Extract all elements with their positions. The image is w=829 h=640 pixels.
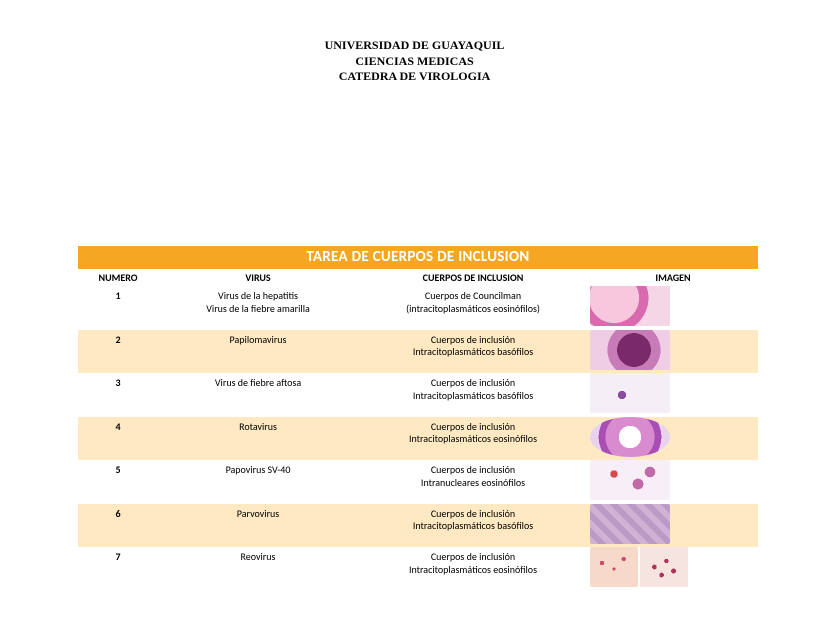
- cell-image: [588, 330, 758, 374]
- heading-line-1: UNIVERSIDAD DE GUAYAQUIL: [0, 38, 829, 54]
- cell-image: [588, 547, 758, 591]
- cell-body: Cuerpos de inclusiónIntranucleares eosin…: [358, 460, 588, 504]
- col-body: CUERPOS DE INCLUSION: [358, 269, 588, 286]
- heading-line-3: CATEDRA DE VIROLOGIA: [0, 69, 829, 85]
- inclusion-bodies-table: NUMERO VIRUS CUERPOS DE INCLUSION IMAGEN…: [78, 269, 758, 591]
- microscopy-image-icon: [640, 547, 688, 587]
- table-header-row: NUMERO VIRUS CUERPOS DE INCLUSION IMAGEN: [78, 269, 758, 286]
- col-imagen: IMAGEN: [588, 269, 758, 286]
- cell-image: [588, 504, 758, 548]
- cell-numero: 6: [78, 504, 158, 548]
- table-title: TAREA DE CUERPOS DE INCLUSION: [78, 246, 758, 269]
- cell-numero: 5: [78, 460, 158, 504]
- table-row: 4RotavirusCuerpos de inclusiónIntracitop…: [78, 417, 758, 461]
- document-heading: UNIVERSIDAD DE GUAYAQUIL CIENCIAS MEDICA…: [0, 0, 829, 85]
- microscopy-image-icon: [590, 373, 670, 413]
- table-container: TAREA DE CUERPOS DE INCLUSION NUMERO VIR…: [78, 246, 758, 591]
- cell-virus: Virus de la hepatitisVirus de la fiebre …: [158, 286, 358, 330]
- table-row: 1Virus de la hepatitisVirus de la fiebre…: [78, 286, 758, 330]
- cell-virus: Parvovirus: [158, 504, 358, 548]
- cell-virus: Virus de fiebre aftosa: [158, 373, 358, 417]
- cell-body: Cuerpos de Councilman(intracitoplasmátic…: [358, 286, 588, 330]
- cell-body: Cuerpos de inclusiónIntracitoplasmáticos…: [358, 547, 588, 591]
- table-row: 3Virus de fiebre aftosaCuerpos de inclus…: [78, 373, 758, 417]
- cell-numero: 3: [78, 373, 158, 417]
- cell-numero: 4: [78, 417, 158, 461]
- table-row: 2PapilomavirusCuerpos de inclusiónIntrac…: [78, 330, 758, 374]
- cell-numero: 1: [78, 286, 158, 330]
- cell-virus: Reovirus: [158, 547, 358, 591]
- cell-virus: Papovirus SV-40: [158, 460, 358, 504]
- heading-line-2: CIENCIAS MEDICAS: [0, 54, 829, 70]
- cell-image: [588, 460, 758, 504]
- microscopy-image-icon: [590, 330, 670, 370]
- cell-numero: 7: [78, 547, 158, 591]
- cell-body: Cuerpos de inclusiónIntracitoplasmáticos…: [358, 504, 588, 548]
- cell-virus: Rotavirus: [158, 417, 358, 461]
- microscopy-image-icon: [590, 417, 670, 457]
- col-virus: VIRUS: [158, 269, 358, 286]
- col-numero: NUMERO: [78, 269, 158, 286]
- microscopy-image-icon: [590, 460, 670, 500]
- microscopy-image-icon: [590, 286, 670, 326]
- cell-image: [588, 417, 758, 461]
- cell-body: Cuerpos de inclusiónIntracitoplasmáticos…: [358, 417, 588, 461]
- cell-body: Cuerpos de inclusiónIntracitoplasmáticos…: [358, 330, 588, 374]
- table-row: 6ParvovirusCuerpos de inclusiónIntracito…: [78, 504, 758, 548]
- microscopy-image-icon: [590, 504, 670, 544]
- table-row: 5Papovirus SV-40Cuerpos de inclusiónIntr…: [78, 460, 758, 504]
- cell-numero: 2: [78, 330, 158, 374]
- cell-image: [588, 286, 758, 330]
- cell-image: [588, 373, 758, 417]
- cell-virus: Papilomavirus: [158, 330, 358, 374]
- microscopy-image-icon: [590, 547, 638, 587]
- cell-body: Cuerpos de inclusiónIntracitoplasmáticos…: [358, 373, 588, 417]
- table-row: 7ReovirusCuerpos de inclusiónIntracitopl…: [78, 547, 758, 591]
